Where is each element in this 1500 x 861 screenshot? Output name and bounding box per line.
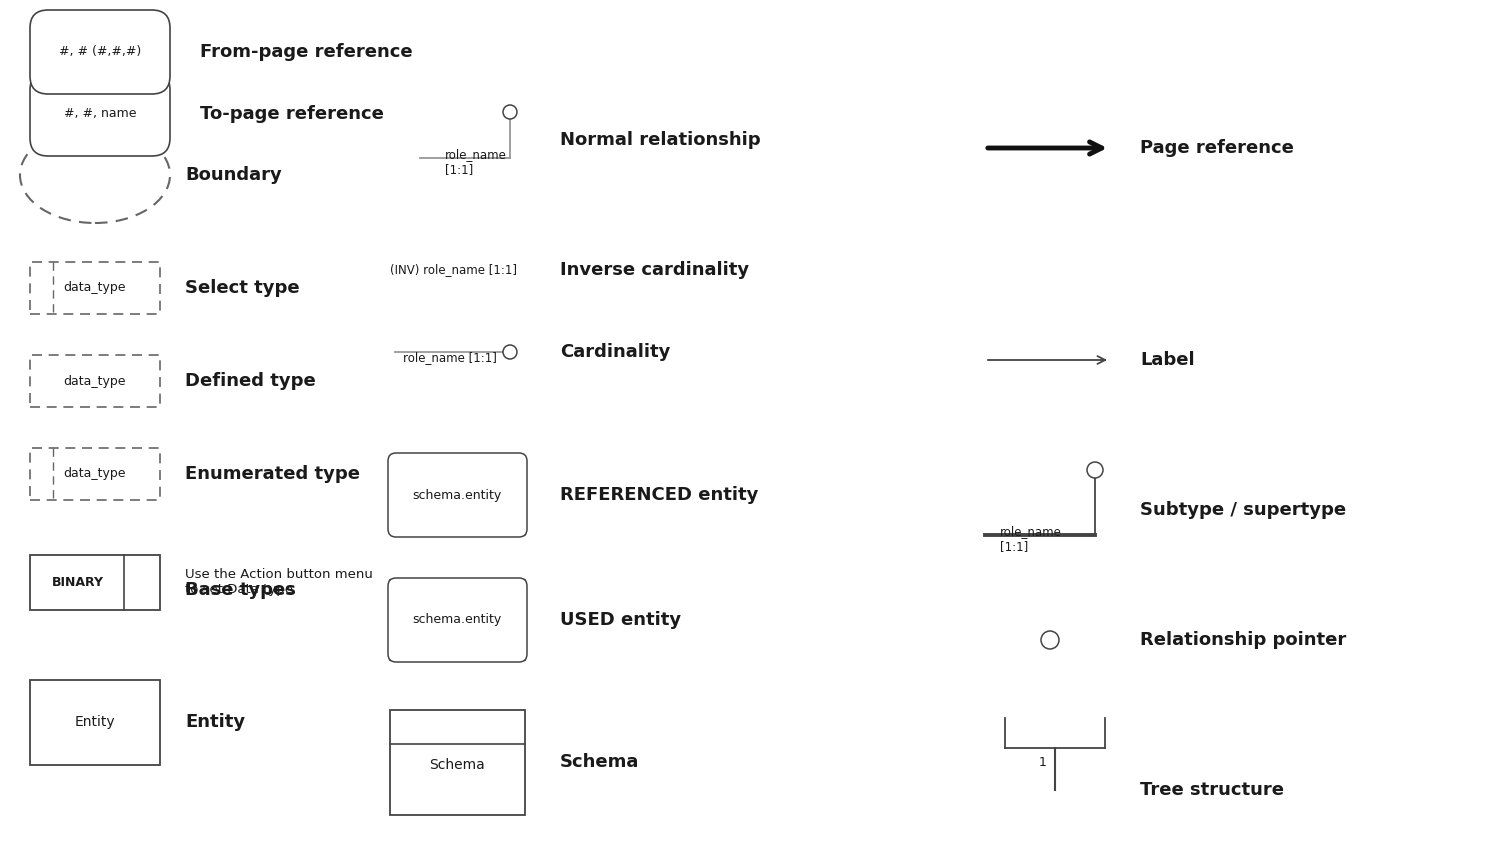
Text: Entity: Entity bbox=[184, 713, 244, 731]
FancyBboxPatch shape bbox=[30, 72, 170, 156]
Text: Tree structure: Tree structure bbox=[1140, 781, 1284, 799]
Text: Inverse cardinality: Inverse cardinality bbox=[560, 261, 748, 279]
Text: To-page reference: To-page reference bbox=[200, 105, 384, 123]
Text: Defined type: Defined type bbox=[184, 372, 315, 390]
Text: Entity: Entity bbox=[75, 715, 116, 729]
Text: Use the Action button menu
to set Data type: Use the Action button menu to set Data t… bbox=[184, 568, 374, 596]
Text: USED entity: USED entity bbox=[560, 611, 681, 629]
Text: Normal relationship: Normal relationship bbox=[560, 131, 760, 149]
Text: Schema: Schema bbox=[429, 758, 484, 772]
Bar bbox=[30, 555, 160, 610]
Text: Schema: Schema bbox=[560, 753, 639, 771]
Text: Boundary: Boundary bbox=[184, 166, 282, 184]
Text: data_type: data_type bbox=[63, 468, 126, 480]
Text: schema.entity: schema.entity bbox=[413, 614, 501, 627]
Bar bbox=[30, 680, 160, 765]
Bar bbox=[30, 355, 160, 407]
Text: 1: 1 bbox=[1040, 755, 1047, 769]
Circle shape bbox=[503, 345, 518, 359]
Text: Label: Label bbox=[1140, 351, 1194, 369]
Ellipse shape bbox=[20, 127, 170, 223]
Text: Enumerated type: Enumerated type bbox=[184, 465, 360, 483]
Bar bbox=[390, 455, 525, 535]
FancyBboxPatch shape bbox=[388, 453, 526, 537]
FancyBboxPatch shape bbox=[30, 10, 170, 94]
Text: BINARY: BINARY bbox=[53, 577, 104, 590]
Text: role_name
[1:1]: role_name [1:1] bbox=[1000, 525, 1062, 553]
Text: Page reference: Page reference bbox=[1140, 139, 1294, 157]
Bar bbox=[30, 448, 160, 500]
Circle shape bbox=[503, 105, 518, 119]
Text: #, # (#,#,#): #, # (#,#,#) bbox=[58, 46, 141, 59]
Text: (INV) role_name [1:1]: (INV) role_name [1:1] bbox=[390, 263, 518, 276]
Text: Base types: Base types bbox=[184, 581, 296, 599]
Text: role_name [1:1]: role_name [1:1] bbox=[404, 351, 496, 364]
Text: Cardinality: Cardinality bbox=[560, 343, 670, 361]
Text: Relationship pointer: Relationship pointer bbox=[1140, 631, 1347, 649]
Bar bbox=[390, 580, 525, 660]
Text: REFERENCED entity: REFERENCED entity bbox=[560, 486, 759, 504]
Circle shape bbox=[1041, 631, 1059, 649]
Text: data_type: data_type bbox=[63, 375, 126, 387]
Text: Select type: Select type bbox=[184, 279, 300, 297]
Text: From-page reference: From-page reference bbox=[200, 43, 412, 61]
Text: #, #, name: #, #, name bbox=[63, 108, 136, 121]
Bar bbox=[30, 262, 160, 314]
Text: Subtype / supertype: Subtype / supertype bbox=[1140, 501, 1346, 519]
Bar bbox=[390, 710, 525, 815]
Text: role_name
[1:1]: role_name [1:1] bbox=[446, 148, 507, 176]
Circle shape bbox=[1088, 462, 1102, 478]
Text: schema.entity: schema.entity bbox=[413, 488, 501, 501]
Text: data_type: data_type bbox=[63, 282, 126, 294]
FancyBboxPatch shape bbox=[388, 578, 526, 662]
